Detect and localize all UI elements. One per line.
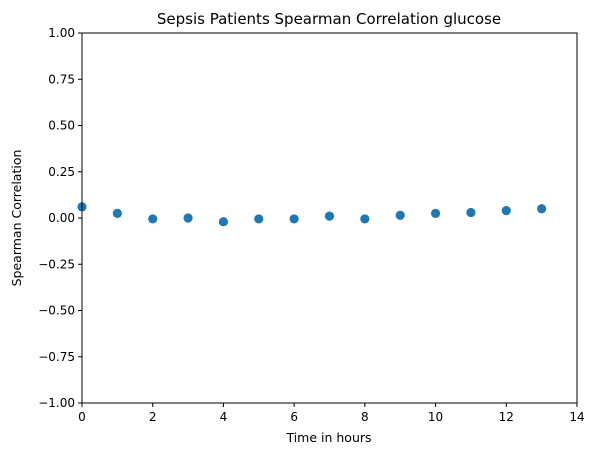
- y-tick-label: 1.00: [48, 26, 75, 40]
- y-tick-label: 0.50: [48, 119, 75, 133]
- y-tick-label: −0.50: [38, 304, 75, 318]
- y-tick-label: −0.25: [38, 257, 75, 271]
- data-point: [218, 217, 229, 227]
- plot-area: [77, 202, 547, 227]
- y-axis-label: Spearman Correlation: [9, 150, 24, 287]
- data-point: [360, 214, 370, 224]
- y-tick-label: −0.75: [38, 350, 75, 364]
- x-axis: 0 2 4 6 8 10 12 14: [78, 403, 585, 424]
- data-point: [324, 211, 335, 221]
- data-point: [466, 207, 476, 218]
- y-tick-label: −1.00: [38, 396, 75, 410]
- data-point: [537, 204, 547, 214]
- data-point: [289, 214, 299, 224]
- data-point: [501, 206, 511, 216]
- data-point: [112, 208, 122, 218]
- data-point: [430, 208, 441, 218]
- x-tick-label: 10: [428, 410, 443, 424]
- y-tick-label: 0.75: [48, 72, 75, 86]
- data-point: [254, 214, 264, 224]
- y-tick-label: 0.00: [48, 211, 75, 225]
- x-tick-label: 14: [569, 410, 584, 424]
- chart-title: Sepsis Patients Spearman Correlation glu…: [157, 10, 501, 28]
- x-tick-label: 6: [290, 410, 298, 424]
- x-tick-label: 12: [499, 410, 514, 424]
- y-axis: 1.00 0.75 0.50 0.25 0.00 −0.25 −0.50 −0.75 −1.00: [38, 26, 82, 410]
- x-tick-label: 2: [149, 410, 157, 424]
- x-tick-label: 4: [220, 410, 228, 424]
- x-tick-label: 8: [361, 410, 369, 424]
- data-point: [183, 213, 193, 223]
- x-axis-label: Time in hours: [285, 430, 371, 445]
- data-point: [148, 214, 158, 224]
- data-point: [395, 210, 405, 220]
- x-tick-label: 0: [78, 410, 86, 424]
- y-tick-label: 0.25: [48, 165, 75, 179]
